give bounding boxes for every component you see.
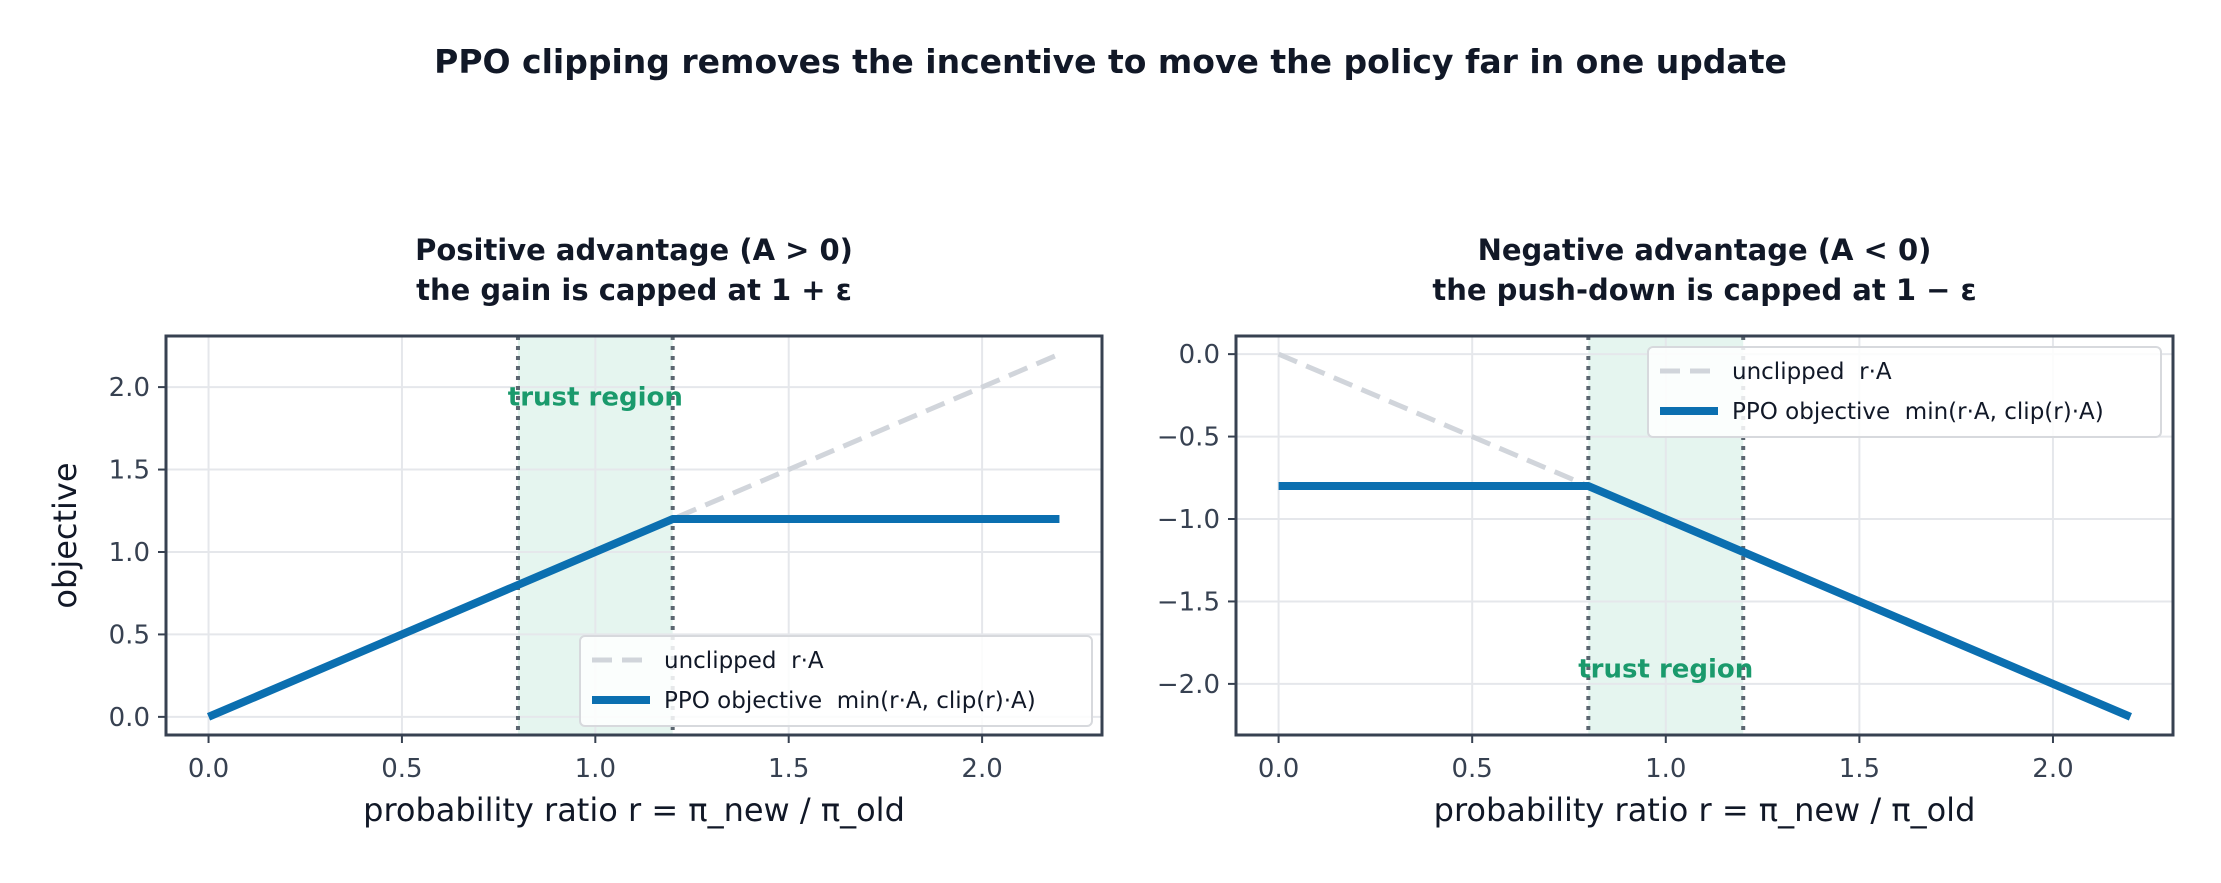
x-tick-label: 1.0 [1645, 754, 1686, 784]
legend-label: unclipped r·A [1732, 359, 1892, 385]
unclipped-series-line [1277, 351, 1590, 489]
y-tick-label: −2.0 [1157, 670, 1220, 700]
y-tick-label: 0.0 [1179, 340, 1220, 370]
x-tick-label: 0.0 [1258, 754, 1299, 784]
panel-subtitle: the gain is capped at 1 + ε [416, 273, 852, 307]
panel-title: Positive advantage (A > 0) [415, 233, 853, 267]
panel-title: Negative advantage (A < 0) [1478, 233, 1932, 267]
chart-panel-2: Negative advantage (A < 0) the push-down … [1157, 233, 2175, 829]
panel-subtitle: the push-down is capped at 1 − ε [1432, 273, 1976, 307]
trust-region-label: trust region [1578, 654, 1753, 684]
x-axis-label: probability ratio r = π_new / π_old [1434, 791, 1976, 829]
ppo-objective-line [1278, 482, 2132, 721]
x-tick-label: 0.0 [188, 754, 229, 784]
axes-frame [1234, 334, 2175, 737]
axes-frame [164, 334, 1104, 737]
legend-label: PPO objective min(r·A, clip(r)·A) [664, 688, 1036, 714]
plot-area [166, 336, 1102, 735]
legend-box [1647, 346, 2162, 438]
y-tick-label: 1.5 [109, 456, 150, 486]
legend: unclipped r·A PPO objective min(r·A, clip… [579, 635, 1093, 727]
y-tick-label: 1.0 [109, 538, 150, 568]
y-tick-label: −1.0 [1157, 505, 1220, 535]
ppo-objective-line [206, 515, 1060, 721]
x-tick-label: 2.0 [2032, 754, 2073, 784]
x-tick-label: 2.0 [961, 754, 1002, 784]
x-tick-label: 1.5 [1839, 754, 1880, 784]
x-tick-label: 1.5 [768, 754, 809, 784]
x-axis-label: probability ratio r = π_new / π_old [363, 791, 905, 829]
y-tick-label: 0.0 [109, 703, 150, 733]
figure-title: PPO clipping removes the incentive to mo… [434, 42, 1787, 81]
chart-panel-1: Positive advantage (A > 0) the gain is ca… [46, 233, 1104, 829]
y-tick-label: −0.5 [1157, 423, 1220, 453]
y-axis-label: objective [46, 462, 84, 608]
y-tick-label: 0.5 [109, 620, 150, 650]
x-tick-label: 0.5 [381, 754, 422, 784]
legend: unclipped r·A PPO objective min(r·A, clip… [1647, 346, 2162, 438]
legend-label: PPO objective min(r·A, clip(r)·A) [1732, 399, 2104, 425]
legend-label: unclipped r·A [664, 648, 824, 674]
legend-box [579, 635, 1093, 727]
trust-region-label: trust region [508, 382, 683, 412]
x-tick-label: 0.5 [1452, 754, 1493, 784]
x-tick-label: 1.0 [575, 754, 616, 784]
y-tick-label: −1.5 [1157, 587, 1220, 617]
y-tick-label: 2.0 [109, 373, 150, 403]
